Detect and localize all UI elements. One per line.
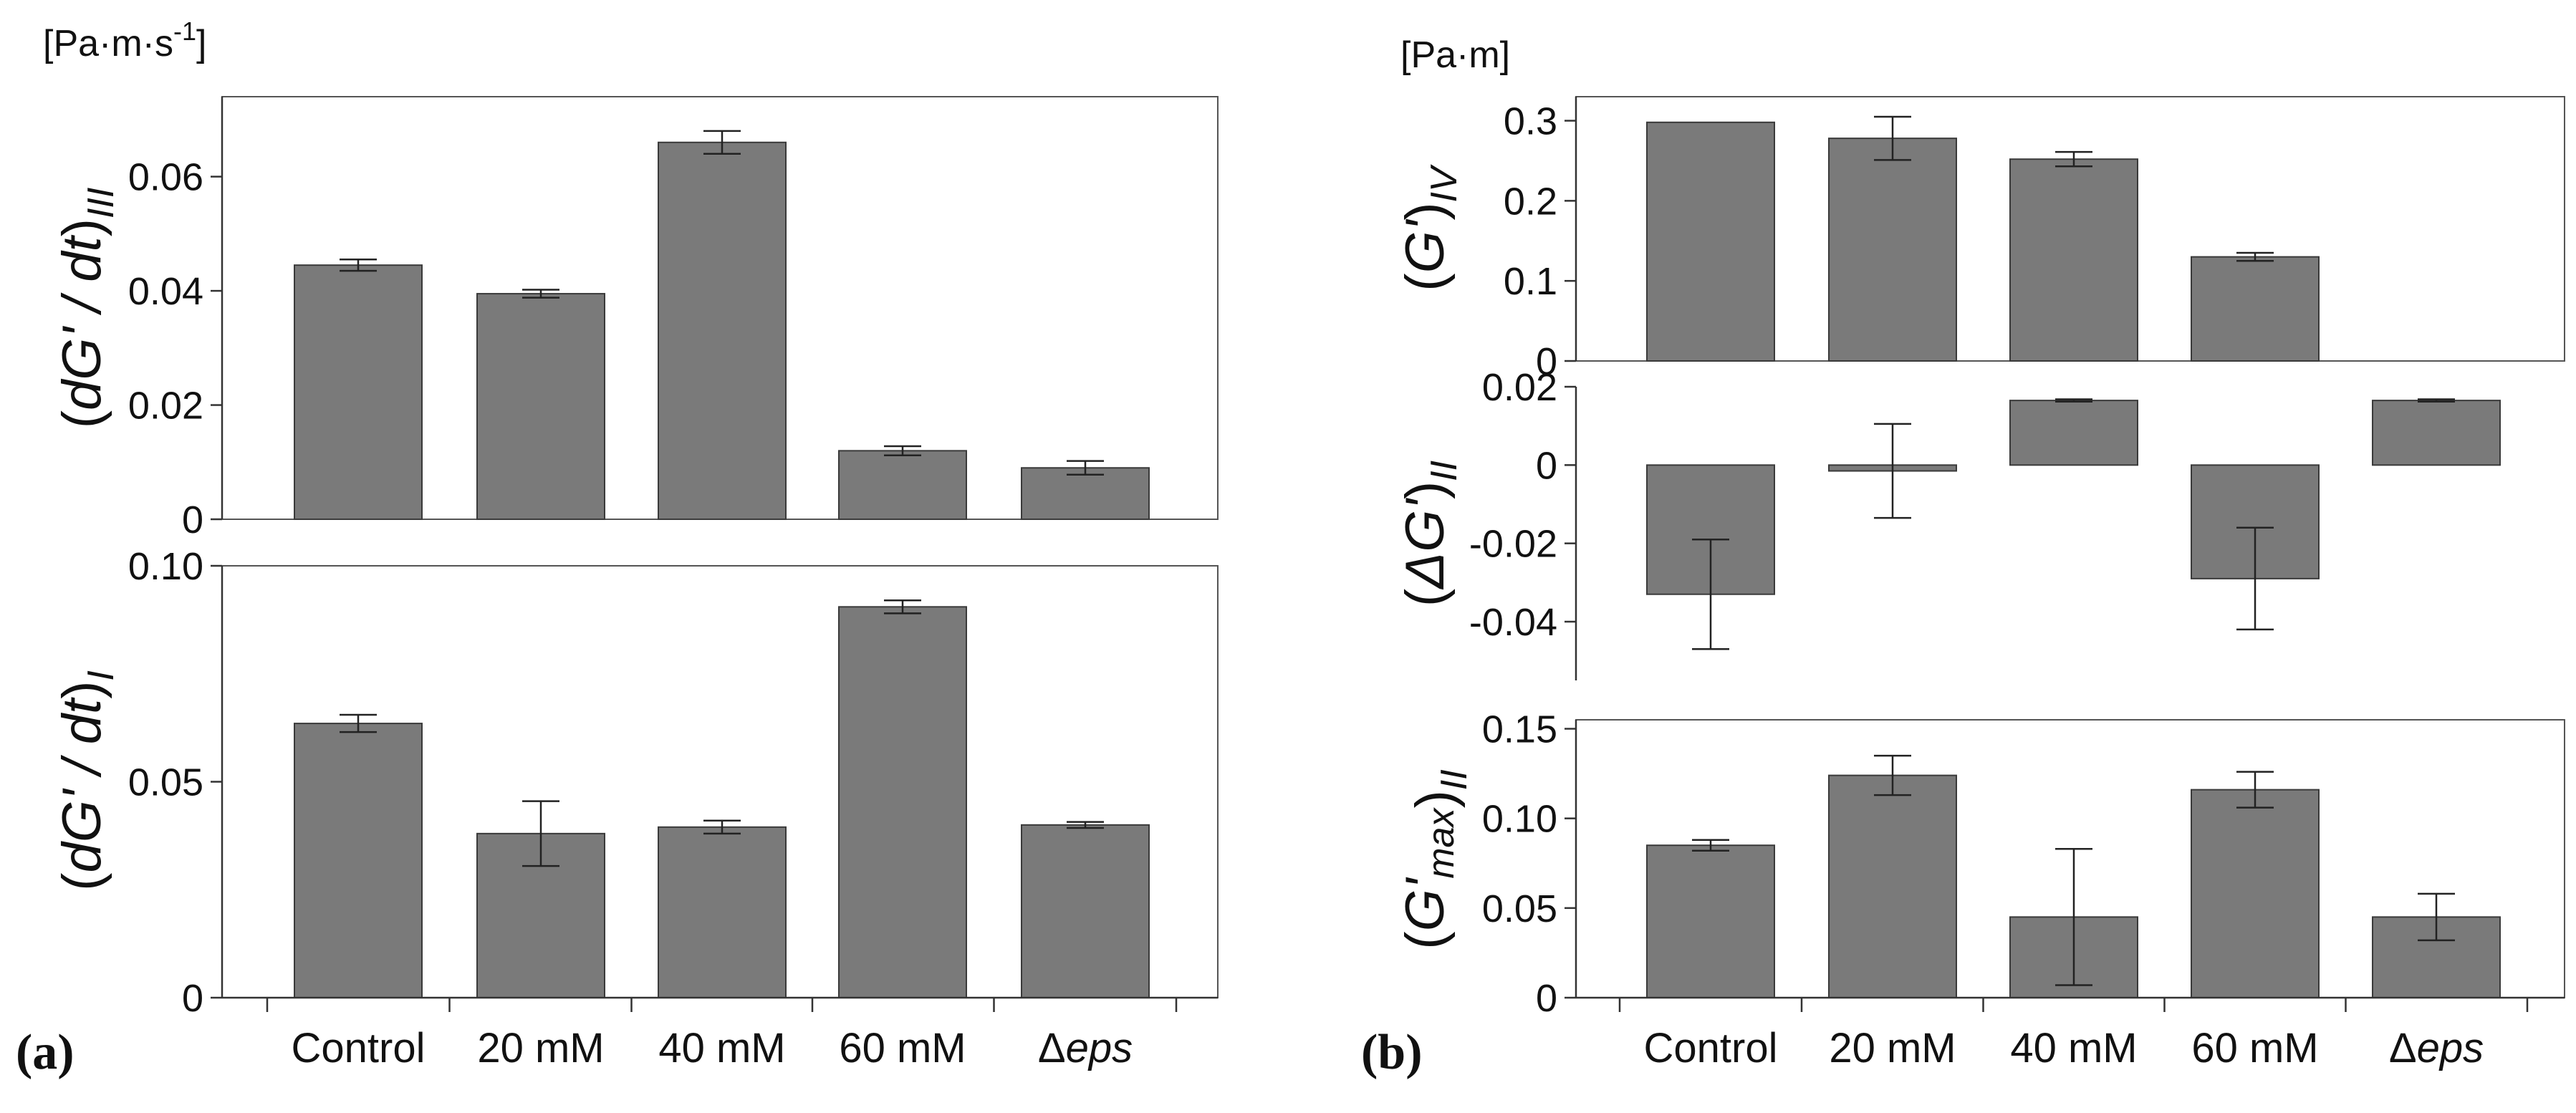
y-tick-label: -0.02	[1469, 523, 1557, 566]
bar-b-bottom-0	[1646, 844, 1775, 999]
unit-label-a: [Pa·m·s-1]	[43, 16, 206, 64]
bar-a-top-3	[838, 450, 967, 521]
category-label: 40 mM	[658, 1025, 785, 1071]
chart-b-middle: -0.04 -0.02 0 0.02 (ΔG')II	[1395, 366, 2501, 680]
y-axis-label: (ΔG')II	[1395, 461, 1465, 607]
panel-label-b: (b)	[1361, 1025, 1423, 1080]
category-label: 20 mM	[1829, 1025, 1956, 1071]
y-tick-label: 0.05	[1482, 887, 1557, 930]
category-label: 20 mM	[477, 1025, 604, 1071]
bar-b-bottom-3	[2191, 789, 2320, 999]
category-label: Control	[292, 1025, 426, 1071]
y-tick-label: 0.15	[1482, 708, 1557, 751]
y-axis-label: (dG' / dt)III	[52, 188, 122, 429]
y-tick-label: 0.02	[128, 385, 203, 428]
category-label: 60 mM	[2191, 1025, 2318, 1071]
bar-a-top-1	[476, 293, 605, 520]
y-tick-label: 0	[1536, 977, 1557, 1020]
category-label: Δeps	[2389, 1025, 2484, 1071]
y-axis-label: (G'max)II	[1395, 769, 1475, 949]
y-tick-label: 0.3	[1504, 100, 1557, 143]
bar-a-top-4	[1021, 467, 1150, 520]
y-tick-label: -0.04	[1469, 601, 1557, 644]
panel-label-a: (a)	[16, 1025, 75, 1080]
bar-b-top-0	[1646, 121, 1775, 362]
y-axis-label: (dG' / dt)I	[52, 670, 122, 891]
bar-b-middle-4	[2372, 400, 2501, 466]
y-tick-label: 0	[182, 977, 203, 1020]
y-tick-label: 0	[1536, 444, 1557, 487]
bar-a-top-2	[658, 141, 787, 520]
bar-b-top-1	[1828, 138, 1957, 362]
category-axis-b: Control 20 mM 40 mM 60 mM Δeps	[1576, 996, 2565, 1071]
y-tick-label: 0	[1536, 340, 1557, 383]
bar-a-bottom-0	[294, 723, 423, 998]
y-axis-label: (G')IV	[1395, 164, 1465, 292]
category-label: 60 mM	[839, 1025, 966, 1071]
category-axis-a: Control 20 mM 40 mM 60 mM Δeps	[222, 996, 1218, 1071]
category-label: 40 mM	[2010, 1025, 2137, 1071]
y-tick-label: 0.05	[128, 761, 203, 804]
y-tick-label: 0.10	[1482, 798, 1557, 841]
bar-b-top-2	[2009, 158, 2138, 362]
y-tick-label: 0.2	[1504, 180, 1557, 223]
y-tick-label: 0.06	[128, 156, 203, 199]
y-tick-label: 0.1	[1504, 260, 1557, 303]
chart-b-bottom: 0 0.05 0.10 0.15(G'max)II	[1395, 708, 2565, 1020]
y-tick-label: 0.10	[128, 545, 203, 588]
bar-a-top-0	[294, 264, 423, 520]
bar-b-bottom-1	[1828, 774, 1957, 998]
chart-b-top: 0 0.1 0.2 0.3 (G')IV	[1395, 96, 2565, 383]
y-tick-label: 0.04	[128, 270, 203, 313]
y-tick-label: 0.02	[1482, 366, 1557, 409]
bar-a-bottom-3	[838, 606, 967, 998]
bar-a-bottom-4	[1021, 824, 1150, 999]
unit-label-b: [Pa·m]	[1400, 34, 1510, 76]
y-tick-label: 0	[182, 498, 203, 541]
category-label: Control	[1644, 1025, 1778, 1071]
chart-a-top: 0 0.02 0.04 0.06(dG' / dt)III	[52, 96, 1219, 541]
bar-a-bottom-2	[658, 826, 787, 998]
bar-b-top-3	[2191, 256, 2320, 362]
chart-a-bottom: 0 0.05 0.10 (dG' / dt)I	[52, 545, 1219, 1020]
bar-b-middle-2	[2009, 400, 2138, 466]
category-label: Δeps	[1038, 1025, 1133, 1071]
